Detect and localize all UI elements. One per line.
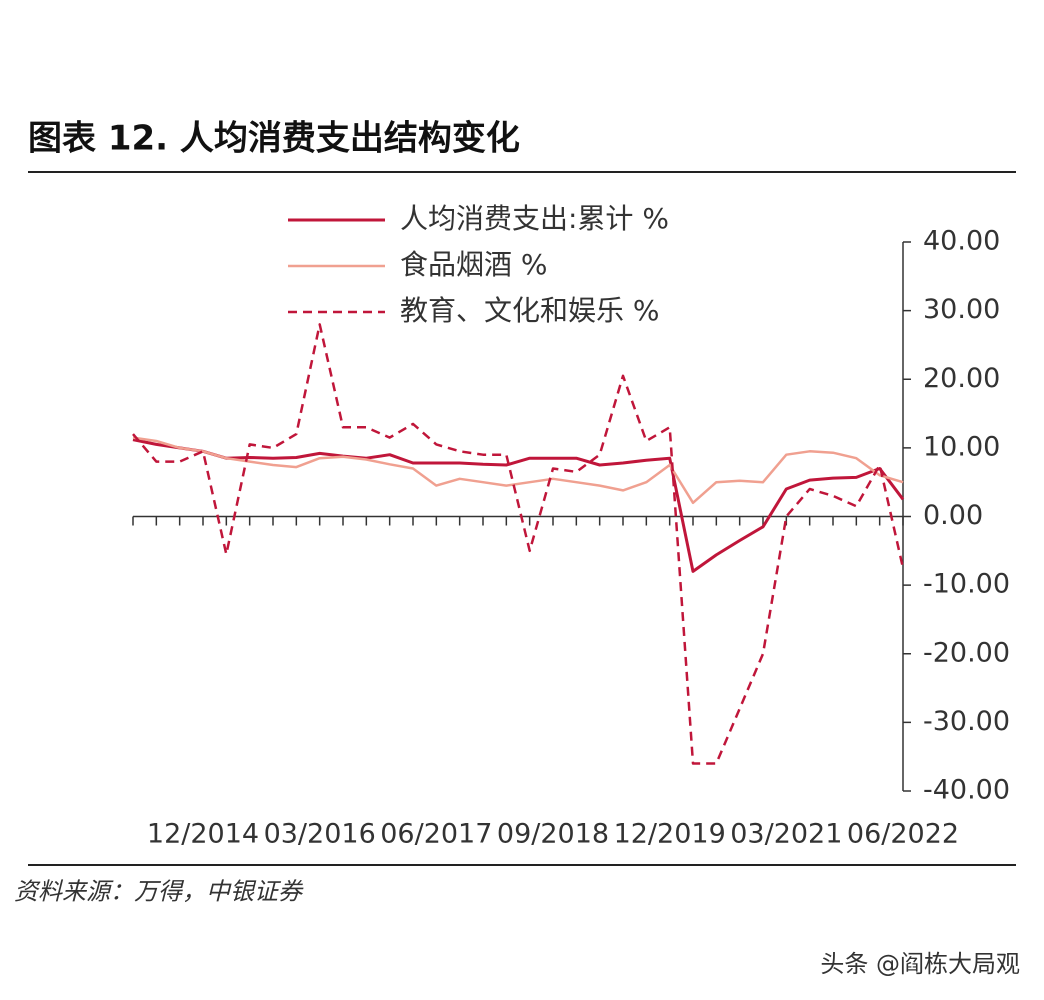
- legend-label: 食品烟酒 %: [400, 248, 548, 281]
- y-tick-label: 20.00: [923, 363, 1000, 394]
- y-tick-label: 10.00: [923, 431, 1000, 462]
- chart-title: 图表 12. 人均消费支出结构变化: [28, 119, 520, 159]
- x-tick-label: 03/2021: [730, 819, 842, 850]
- x-tick-label: 06/2022: [847, 819, 959, 850]
- legend-label: 教育、文化和娱乐 %: [400, 294, 660, 327]
- line-series: [132, 436, 904, 505]
- y-tick-label: -40.00: [923, 775, 1010, 806]
- x-tick-label: 12/2014: [147, 819, 259, 850]
- source-note: 资料来源：万得，中银证券: [14, 878, 304, 906]
- legend-label: 人均消费支出:累计 %: [400, 202, 669, 235]
- y-tick-label: -30.00: [923, 706, 1010, 737]
- x-tick-label: 06/2017: [380, 819, 492, 850]
- y-tick-label: 0.00: [923, 500, 983, 531]
- y-tick-label: -20.00: [923, 637, 1010, 668]
- x-tick-label: 03/2016: [264, 819, 376, 850]
- y-tick-label: -10.00: [923, 569, 1010, 600]
- y-tick-label: 40.00: [923, 226, 1000, 257]
- watermark: 头条 @阎栋大局观: [820, 950, 1020, 978]
- line-series: [132, 323, 905, 765]
- y-tick-label: 30.00: [923, 294, 1000, 325]
- x-tick-label: 12/2019: [614, 819, 726, 850]
- x-tick-label: 09/2018: [497, 819, 609, 850]
- line-series: [132, 438, 905, 573]
